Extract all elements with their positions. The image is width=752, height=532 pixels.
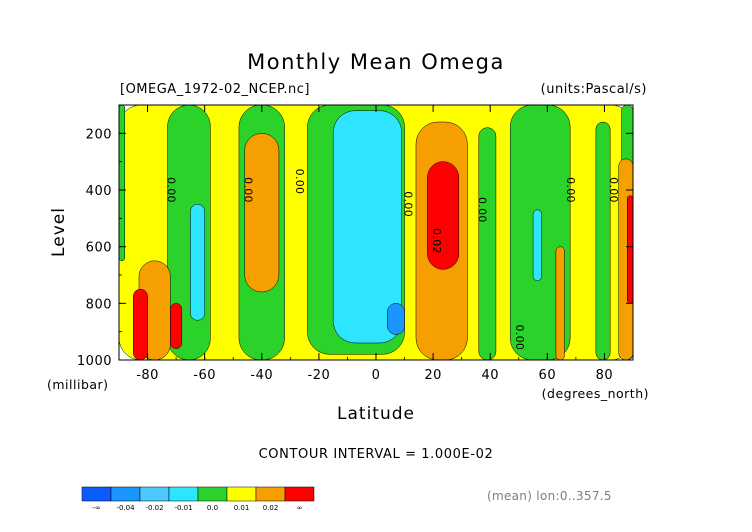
colorbar: -∞ -0.04 -0.02 -0.01 0.0 0.01 0.02 ∞ — [81, 486, 315, 512]
x-tick-label: 40 — [481, 368, 499, 383]
x-tick-label: 60 — [539, 368, 557, 383]
contour-interval-label: CONTOUR INTERVAL = 1.000E-02 — [259, 447, 494, 462]
x-tick-label: -20 — [308, 368, 331, 383]
x-tick-label: 80 — [596, 368, 614, 383]
file-label: [OMEGA_1972-02_NCEP.nc] — [120, 82, 310, 97]
colorbar-swatch — [226, 486, 257, 502]
x-tick-label: -40 — [250, 368, 273, 383]
colorbar-swatch — [81, 486, 112, 502]
y-tick-label: 200 — [86, 127, 112, 142]
contour-plot: 0.00 0.00 0.00 0.00 0.02 0.00 0.00 0.00 0.00 -80 -… — [77, 104, 634, 383]
contour-region-orange — [244, 133, 280, 293]
contour-region-cyan — [532, 209, 542, 281]
contour-line-label: 0.00 — [564, 177, 577, 203]
x-tick-label: 20 — [424, 368, 442, 383]
chart-title: Monthly Mean Omega — [247, 50, 505, 74]
y-axis-units: (millibar) — [47, 377, 109, 392]
contour-region-red — [627, 195, 633, 304]
contour-line-label: 0.00 — [164, 177, 177, 203]
y-tick-label: 400 — [86, 184, 112, 199]
x-tick-label: -80 — [136, 368, 159, 383]
contour-region-green — [595, 121, 611, 360]
x-axis-title: Latitude — [337, 404, 415, 424]
contour-line-label: 0.00 — [242, 177, 255, 203]
colorbar-label: -∞ — [92, 504, 100, 512]
x-tick-label: -60 — [193, 368, 216, 383]
contour-line-label: 0.02 — [430, 228, 443, 254]
contour-region-blue — [387, 303, 405, 335]
contour-region-red — [427, 161, 460, 270]
y-tick-label: 1000 — [77, 354, 112, 369]
contour-region-cyan — [332, 110, 402, 344]
colorbar-swatch — [284, 486, 315, 502]
y-axis-title: Level — [49, 207, 69, 257]
y-tick-label: 600 — [86, 241, 112, 256]
contour-region-red — [170, 303, 183, 349]
colorbar-label: 0.0 — [207, 504, 218, 512]
colorbar-label: -0.01 — [174, 504, 192, 512]
contour-line-label: 0.00 — [293, 169, 306, 195]
contour-region-red — [133, 288, 148, 360]
colorbar-swatch — [110, 486, 141, 502]
colorbar-swatch — [168, 486, 199, 502]
averaging-footer: (mean) lon:0..357.5 — [487, 489, 612, 503]
colorbar-label: 0.01 — [234, 504, 250, 512]
contour-line-label: 0.00 — [607, 177, 620, 203]
colorbar-label: 0.02 — [263, 504, 279, 512]
contour-region-orange — [555, 246, 565, 360]
contour-line-label: 0.00 — [513, 324, 526, 350]
contour-line-label: 0.00 — [476, 197, 489, 223]
colorbar-label: -0.04 — [116, 504, 135, 512]
colorbar-label: -0.02 — [145, 504, 163, 512]
contour-line-label: 0.00 — [401, 191, 414, 217]
x-axis-units: (degrees_north) — [542, 386, 649, 401]
contour-region-green — [478, 127, 497, 360]
contour-fields: 0.00 0.00 0.00 0.00 0.02 0.00 0.00 0.00 0.00 — [119, 105, 633, 360]
colorbar-swatch — [139, 486, 170, 502]
colorbar-label: ∞ — [297, 504, 303, 512]
colorbar-swatch — [197, 486, 228, 502]
x-tick-label: 0 — [372, 368, 381, 383]
contour-region-cyan — [190, 203, 205, 321]
colorbar-swatch — [255, 486, 286, 502]
units-label: (units:Pascal/s) — [541, 82, 647, 97]
contour-region-green — [119, 105, 125, 262]
y-tick-label: 800 — [86, 297, 112, 312]
